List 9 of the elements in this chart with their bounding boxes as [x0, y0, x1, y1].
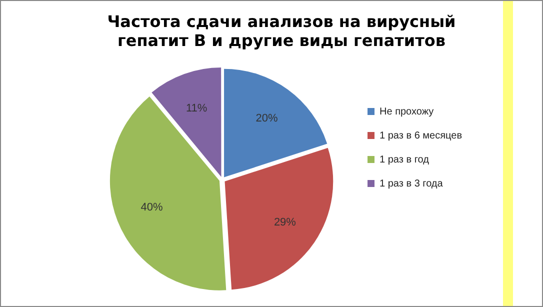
data-label: 29% [274, 216, 296, 228]
data-label: 40% [140, 202, 163, 214]
legend-label: Не прохожу [380, 106, 434, 118]
chart-title: Частота сдачи анализов на вирусный гепатит В и другие виды гепатитов [107, 12, 456, 50]
data-label: 11% [186, 102, 208, 114]
data-label: 20% [256, 112, 278, 124]
legend-label: 1 раз в год [380, 154, 430, 166]
legend-label: 1 раз в 3 года [380, 178, 444, 190]
legend-label: 1 раз в 6 месяцев [380, 130, 462, 142]
